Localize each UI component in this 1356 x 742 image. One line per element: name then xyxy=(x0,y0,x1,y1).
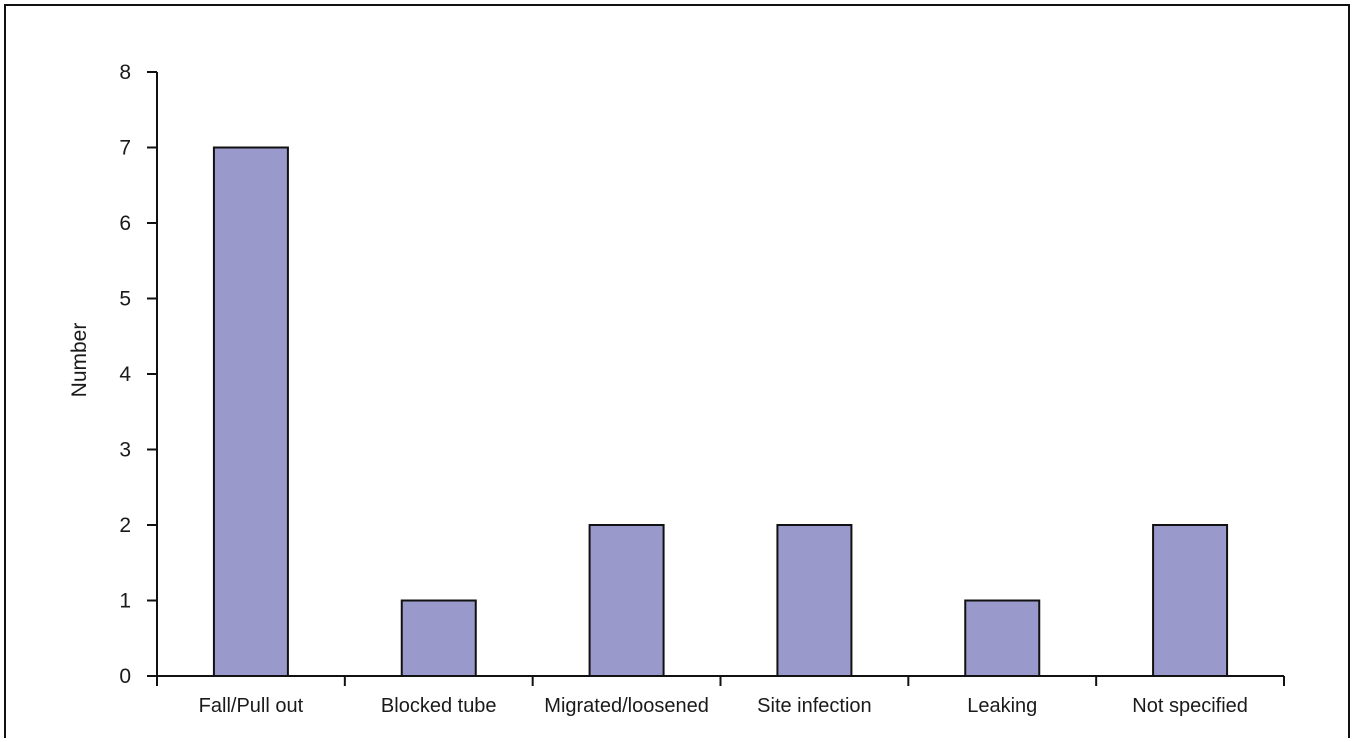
y-tick-label: 1 xyxy=(119,590,131,613)
chart-border xyxy=(4,4,1350,738)
bars xyxy=(212,146,1229,677)
x-category-label: Fall/Pull out xyxy=(199,695,304,717)
bar xyxy=(212,146,289,677)
y-tick-label: 2 xyxy=(119,514,131,537)
chart-frame: 0 1 2 3 4 5 6 7 8 Fall/Pull out Blocked tube Migra… xyxy=(4,4,1350,738)
x-category-label: Not specified xyxy=(1132,695,1248,717)
bar xyxy=(588,524,665,677)
x-category-label: Site infection xyxy=(757,695,872,717)
bar-chart: 0 1 2 3 4 5 6 7 8 Fall/Pull out Blocked tube Migra… xyxy=(4,4,1350,738)
y-tick-label: 5 xyxy=(119,288,131,311)
y-tick-label: 6 xyxy=(119,212,131,235)
bar xyxy=(776,524,853,677)
x-category-label: Leaking xyxy=(967,695,1037,717)
bar xyxy=(1152,524,1229,677)
x-axis: Fall/Pull out Blocked tube Migrated/loosen… xyxy=(156,675,1285,717)
y-tick-label: 3 xyxy=(119,439,131,462)
y-axis: 0 1 2 3 4 5 6 7 8 xyxy=(119,61,158,688)
y-tick-label: 4 xyxy=(119,363,131,386)
y-tick-label: 0 xyxy=(119,665,131,688)
y-tick-label: 7 xyxy=(119,137,131,160)
x-category-label: Blocked tube xyxy=(381,695,497,717)
y-tick-label: 8 xyxy=(119,61,131,84)
bar xyxy=(400,599,477,677)
y-axis-label: Number xyxy=(68,323,91,398)
x-category-label: Migrated/loosened xyxy=(544,695,709,717)
bar xyxy=(964,599,1041,677)
